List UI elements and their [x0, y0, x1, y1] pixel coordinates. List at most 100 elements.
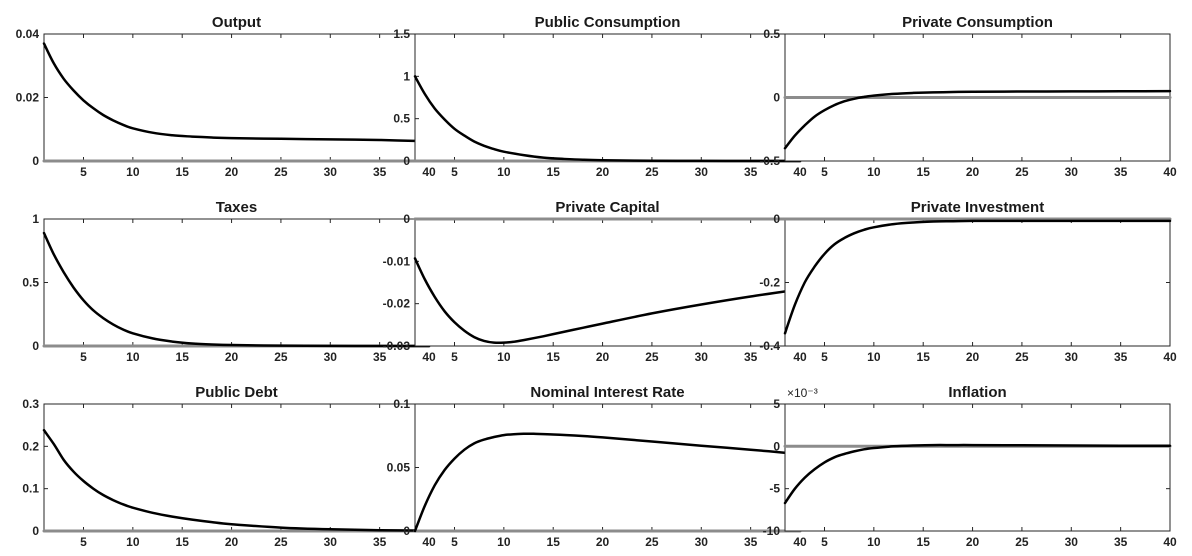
x-tick-label: 5 [821, 165, 828, 179]
x-tick-label: 40 [422, 350, 436, 364]
response-line [783, 219, 1172, 335]
panel-public-debt: Public Debt 0 0.1 0.2 0.3 5 10 15 20 25 30 35 40 [22, 384, 436, 549]
x-tick-label: 35 [1114, 350, 1128, 364]
x-tick-label: 10 [867, 350, 881, 364]
y-tick-label: 0 [403, 524, 410, 538]
x-tick-label: 20 [596, 535, 610, 549]
x-tick-label: 10 [497, 535, 511, 549]
x-tick-label: 5 [821, 350, 828, 364]
panel-title: Public Consumption [535, 14, 681, 31]
x-tick-label: 35 [373, 350, 387, 364]
x-tick-label: 5 [80, 350, 87, 364]
x-tick-label: 15 [176, 165, 190, 179]
x-tick-label: 30 [324, 535, 338, 549]
y-tick-label: 0.02 [16, 91, 40, 105]
x-tick-label: 15 [917, 165, 931, 179]
panel-title: Private Consumption [902, 14, 1053, 31]
axes-box [43, 218, 430, 347]
x-tick-label: 10 [867, 165, 881, 179]
x-tick-label: 10 [867, 535, 881, 549]
x-tick-label: 40 [1163, 535, 1177, 549]
axes-box [784, 403, 1171, 532]
panel-title: Private Capital [555, 199, 659, 216]
y-tick-label: 0.2 [22, 439, 39, 453]
y-tick-label: 0 [773, 439, 780, 453]
x-tick-label: 30 [695, 165, 709, 179]
x-tick-label: 30 [324, 165, 338, 179]
x-tick-label: 30 [695, 535, 709, 549]
panel-inflation: Inflation ×10⁻³ -10 -5 0 5 5 10 15 20 25 30 35 40 [763, 384, 1177, 549]
axis-exponent-label: ×10⁻³ [787, 386, 818, 400]
x-tick-label: 30 [324, 350, 338, 364]
y-tick-label: 0.1 [22, 482, 39, 496]
y-tick-label: -0.5 [759, 154, 780, 168]
x-tick-label: 10 [126, 350, 140, 364]
x-tick-label: 35 [744, 535, 758, 549]
panel-public-consumption: Public Consumption 0 0.5 1 1.5 5 10 15 20 25 30 35 4… [393, 14, 807, 179]
x-tick-label: 25 [274, 350, 288, 364]
x-tick-label: 15 [176, 350, 190, 364]
y-tick-label: -0.2 [759, 276, 780, 290]
x-tick-label: 20 [225, 535, 239, 549]
x-tick-label: 40 [793, 535, 807, 549]
panel-title: Taxes [216, 199, 257, 216]
x-tick-label: 5 [80, 165, 87, 179]
x-tick-label: 15 [917, 350, 931, 364]
y-tick-label: 0.05 [387, 461, 411, 475]
panel-private-investment: Private Investment -0.4 -0.2 0 5 10 15 20 25 30 35… [759, 199, 1177, 364]
x-tick-label: 5 [451, 165, 458, 179]
y-tick-label: -0.01 [383, 254, 411, 268]
y-tick-label: 0.5 [22, 276, 39, 290]
response-line [783, 443, 1172, 505]
y-tick-label: 0.1 [393, 397, 410, 411]
x-tick-label: 35 [744, 350, 758, 364]
x-tick-label: 30 [1065, 350, 1079, 364]
y-tick-label: 1 [403, 69, 410, 83]
response-line [42, 231, 431, 348]
x-tick-label: 25 [1015, 535, 1029, 549]
y-tick-label: -0.4 [759, 339, 780, 353]
response-line [413, 432, 802, 533]
panel-title: Output [212, 14, 261, 31]
response-line [42, 428, 431, 532]
x-tick-label: 35 [744, 165, 758, 179]
y-tick-label: 1 [32, 212, 39, 226]
y-tick-label: 0.5 [393, 112, 410, 126]
x-tick-label: 40 [1163, 165, 1177, 179]
x-tick-label: 10 [126, 535, 140, 549]
y-tick-label: 0 [403, 212, 410, 226]
x-tick-label: 20 [966, 350, 980, 364]
axes-box [414, 403, 801, 532]
x-tick-label: 25 [645, 535, 659, 549]
x-tick-label: 35 [373, 535, 387, 549]
x-tick-label: 35 [373, 165, 387, 179]
x-tick-label: 10 [497, 165, 511, 179]
x-tick-label: 30 [1065, 535, 1079, 549]
y-tick-label: 1.5 [393, 27, 410, 41]
x-tick-label: 20 [966, 165, 980, 179]
x-tick-label: 15 [547, 535, 561, 549]
axes-box [414, 33, 801, 162]
x-tick-label: 5 [451, 535, 458, 549]
x-tick-label: 40 [1163, 350, 1177, 364]
x-tick-label: 30 [1065, 165, 1079, 179]
x-tick-label: 40 [793, 165, 807, 179]
y-tick-label: 0.04 [16, 27, 40, 41]
panel-nominal-interest-rate: Nominal Interest Rate 0 0.05 0.1 5 10 15 20 25 30… [387, 384, 807, 549]
response-line [413, 75, 802, 163]
x-tick-label: 15 [917, 535, 931, 549]
y-tick-label: 0 [32, 154, 39, 168]
x-tick-label: 25 [274, 535, 288, 549]
x-tick-label: 5 [451, 350, 458, 364]
y-tick-label: 0 [403, 154, 410, 168]
y-tick-label: 0 [773, 91, 780, 105]
x-tick-label: 25 [1015, 350, 1029, 364]
x-tick-label: 35 [1114, 535, 1128, 549]
axes-box [43, 33, 430, 162]
y-tick-label: 0.3 [22, 397, 39, 411]
panel-title: Private Investment [911, 199, 1044, 216]
y-tick-label: 0 [32, 339, 39, 353]
x-tick-label: 25 [1015, 165, 1029, 179]
